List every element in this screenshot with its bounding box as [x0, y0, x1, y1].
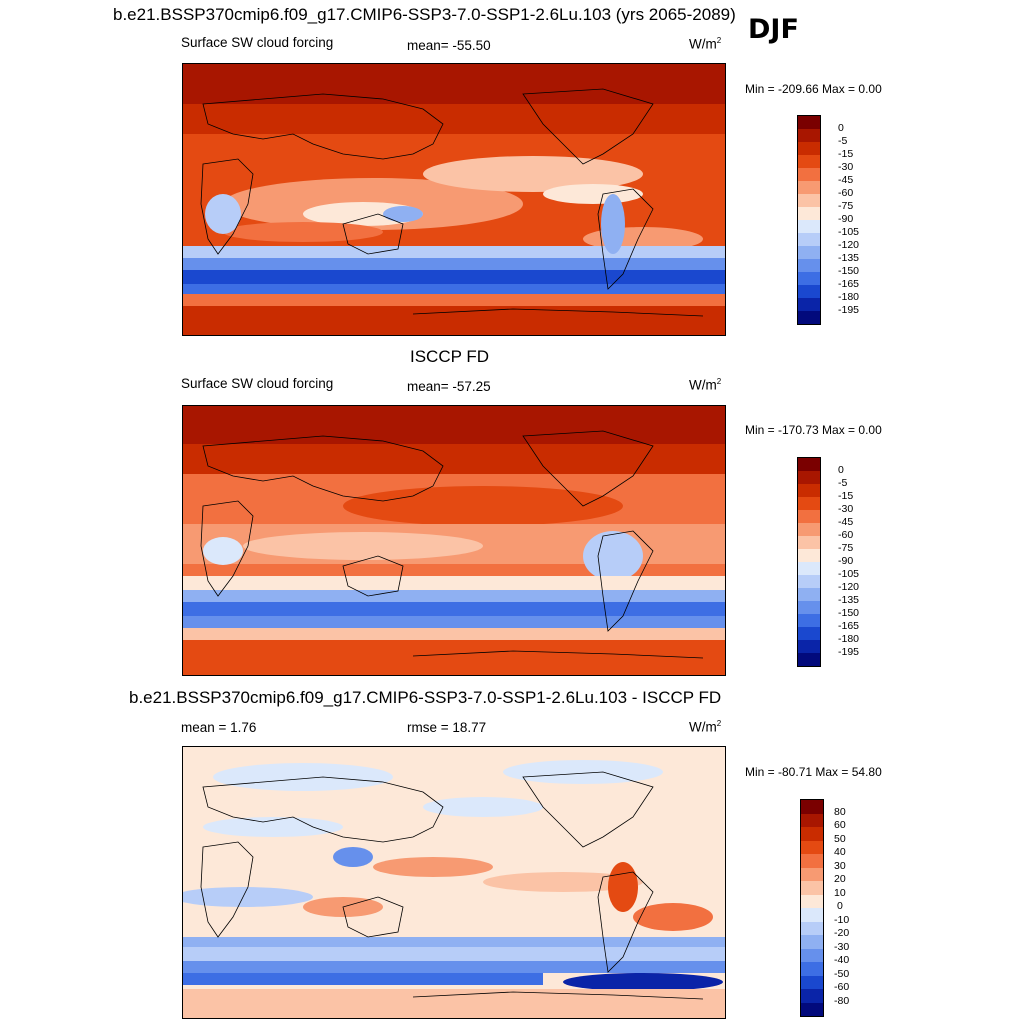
colorbar-tick-label: -5 [838, 477, 848, 489]
colorbar-tick-label: -90 [838, 555, 854, 567]
colorbar-tick-label: -60 [838, 529, 854, 541]
colorbar-tick-label: 80 [834, 806, 846, 818]
colorbar-tick-label: 20 [834, 873, 846, 885]
colorbar-tick-label: -75 [838, 542, 854, 554]
colorbar-tick-label: -5 [838, 135, 848, 147]
panel3-map [182, 746, 726, 1019]
colorbar-tick-label: -50 [834, 968, 850, 980]
colorbar-tick-label: -75 [838, 200, 854, 212]
panel1-map-svg [183, 64, 725, 335]
colorbar-tick-label: 10 [834, 887, 846, 899]
panel2-mean: mean= -57.25 [407, 379, 491, 394]
colorbar-tick-label: -120 [838, 239, 860, 251]
panel1-variable: Surface SW cloud forcing [181, 35, 334, 50]
panel2-map [182, 405, 726, 676]
panel1-colorbar-swatches [797, 115, 821, 325]
panel3-map-svg [183, 747, 725, 1018]
season-label: DJF [748, 14, 799, 45]
colorbar-tick-label: 50 [834, 833, 846, 845]
colorbar-tick-label: 0 [838, 464, 844, 476]
colorbar-tick-label: -135 [838, 594, 860, 606]
colorbar-tick-label: -165 [838, 620, 860, 632]
panel2-variable: Surface SW cloud forcing [181, 376, 334, 391]
panel3-colorbar-swatches [800, 799, 824, 1017]
colorbar-tick-label: -180 [838, 633, 860, 645]
colorbar-tick-label: 0 [837, 900, 843, 912]
colorbar-tick-label: -150 [838, 265, 860, 277]
panel2-map-svg [183, 406, 725, 675]
panel3-minmax: Min = -80.71 Max = 54.80 [745, 765, 882, 779]
colorbar-tick-label: -45 [838, 516, 854, 528]
colorbar-tick-label: 40 [834, 846, 846, 858]
panel3-mean: mean = 1.76 [181, 720, 257, 735]
colorbar-tick-label: -135 [838, 252, 860, 264]
colorbar-tick-label: -165 [838, 278, 860, 290]
colorbar-tick-label: -30 [838, 161, 854, 173]
colorbar-tick-label: -60 [838, 187, 854, 199]
colorbar-tick-label: -20 [834, 927, 850, 939]
colorbar-tick-label: -90 [838, 213, 854, 225]
panel1-minmax: Min = -209.66 Max = 0.00 [745, 82, 882, 96]
colorbar-tick-label: 60 [834, 819, 846, 831]
panel1-map [182, 63, 726, 336]
colorbar-tick-label: -80 [834, 995, 850, 1007]
panel3-units: W/m2 [689, 719, 722, 735]
colorbar-tick-label: -195 [838, 646, 860, 658]
panel3-rmse: rmse = 18.77 [407, 720, 487, 735]
colorbar-tick-label: -150 [838, 607, 860, 619]
colorbar-tick-label: -60 [834, 981, 850, 993]
panel2-title: ISCCP FD [410, 347, 490, 366]
panel1-title: b.e21.BSSP370cmip6.f09_g17.CMIP6-SSP3-7.… [113, 5, 736, 24]
colorbar-tick-label: -105 [838, 568, 860, 580]
panel1-mean: mean= -55.50 [407, 38, 491, 53]
panel2-minmax: Min = -170.73 Max = 0.00 [745, 423, 882, 437]
colorbar-tick-label: -180 [838, 291, 860, 303]
colorbar-tick-label: -105 [838, 226, 860, 238]
colorbar-tick-label: -30 [834, 941, 850, 953]
colorbar-tick-label: -30 [838, 503, 854, 515]
colorbar-tick-label: -15 [838, 490, 854, 502]
colorbar-tick-label: -10 [834, 914, 850, 926]
colorbar-tick-label: -15 [838, 148, 854, 160]
colorbar-tick-label: -120 [838, 581, 860, 593]
panel1-units: W/m2 [689, 36, 722, 52]
colorbar-tick-label: -40 [834, 954, 850, 966]
colorbar-tick-label: 0 [838, 122, 844, 134]
panel3-title: b.e21.BSSP370cmip6.f09_g17.CMIP6-SSP3-7.… [129, 688, 722, 707]
panel2-colorbar-swatches [797, 457, 821, 667]
colorbar-tick-label: -45 [838, 174, 854, 186]
panel2-units: W/m2 [689, 377, 722, 393]
colorbar-tick-label: -195 [838, 304, 860, 316]
colorbar-tick-label: 30 [834, 860, 846, 872]
